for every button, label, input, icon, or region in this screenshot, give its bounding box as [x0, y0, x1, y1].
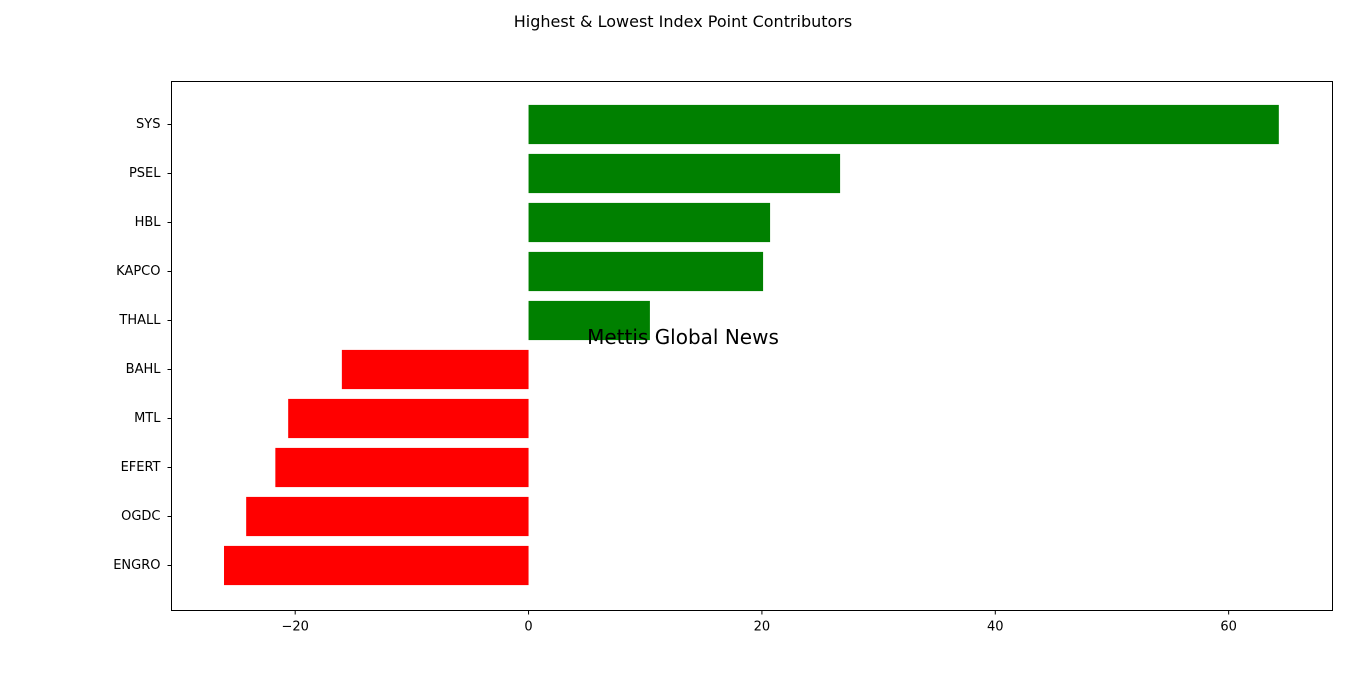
chart-title: Highest & Lowest Index Point Contributor…: [513, 12, 853, 31]
y-tick-label: ENGRO: [113, 558, 160, 573]
bar-hbl: [528, 202, 771, 243]
x-tick-label: −20: [281, 620, 308, 635]
y-tick-label: KAPCO: [116, 264, 160, 279]
bar-mtl: [288, 398, 529, 439]
bar-psel: [528, 153, 841, 194]
y-tick-label: OGDC: [121, 509, 160, 524]
x-tick-label: 60: [1220, 620, 1237, 635]
y-tick-label: THALL: [118, 313, 161, 328]
bar-thall: [528, 300, 650, 341]
y-tick-label: EFERT: [121, 460, 161, 475]
y-axis: SYS PSEL HBL KAPCO THALL BAHL MTL EFERT OGDC ENGR…: [113, 117, 172, 573]
x-tick-label: 20: [754, 620, 771, 635]
x-tick-label: 0: [524, 620, 532, 635]
y-tick-label: BAHL: [126, 362, 162, 377]
bar-ogdc: [246, 496, 529, 537]
y-tick-label: HBL: [135, 215, 162, 230]
y-tick-label: MTL: [134, 411, 161, 426]
y-tick-label: PSEL: [129, 166, 161, 181]
y-tick-label: SYS: [136, 117, 160, 132]
bar-bahl: [341, 349, 529, 390]
bar-efert: [275, 447, 529, 488]
bars-layer: [224, 104, 1279, 586]
bar-kapco: [528, 251, 764, 292]
watermark-text: Mettis Global News: [587, 325, 779, 349]
x-axis: −20 0 20 40 60: [281, 610, 1237, 635]
plot-frame: [171, 81, 1333, 611]
bar-sys: [528, 104, 1279, 145]
x-tick-label: 40: [987, 620, 1004, 635]
bar-engro: [224, 545, 529, 586]
